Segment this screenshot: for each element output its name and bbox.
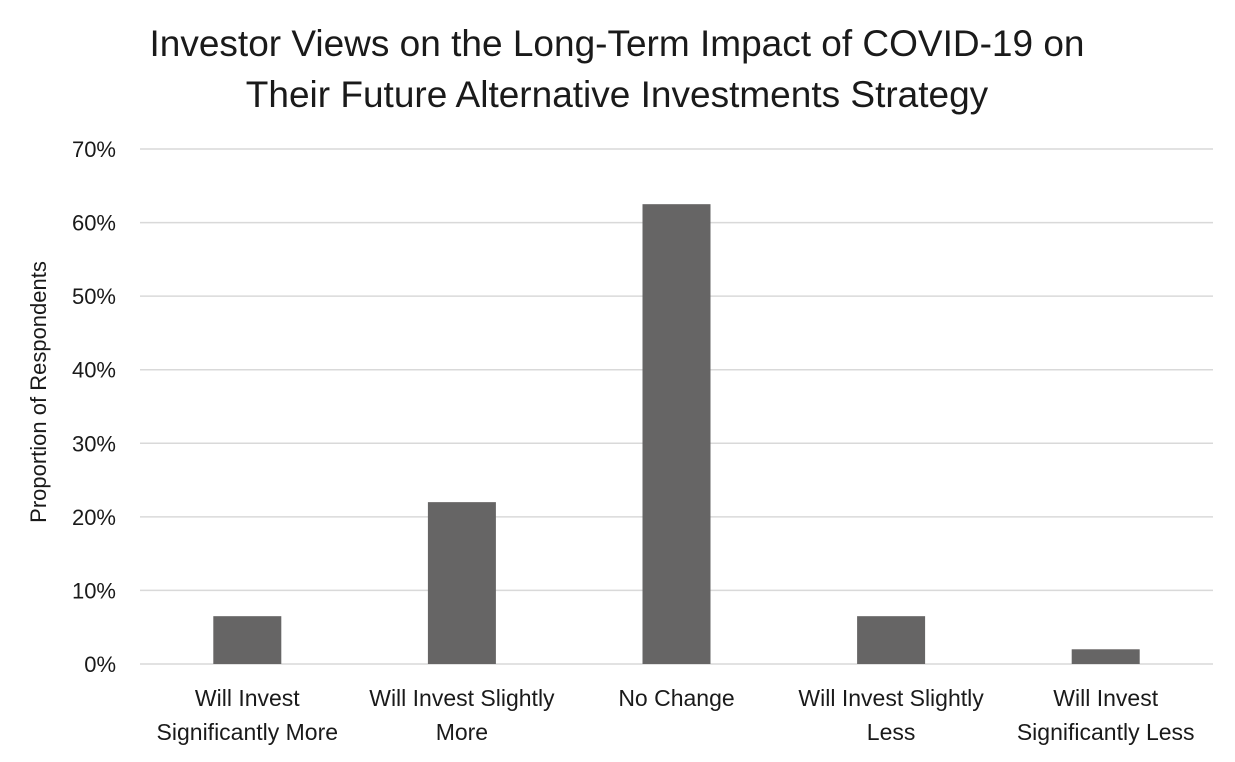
y-tick-label: 70% bbox=[72, 137, 116, 162]
x-category-label: No Change bbox=[618, 685, 734, 711]
y-tick-label: 10% bbox=[72, 578, 116, 603]
chart-title-line: Their Future Alternative Investments Str… bbox=[246, 74, 989, 115]
y-tick-label: 0% bbox=[84, 652, 116, 677]
chart-title-line: Investor Views on the Long-Term Impact o… bbox=[149, 23, 1084, 64]
x-category-label: Significantly Less bbox=[1017, 719, 1195, 745]
bar bbox=[857, 616, 926, 664]
x-category-label: Significantly More bbox=[157, 719, 339, 745]
x-axis-categories: Will Invest Significantly More Will Invest… bbox=[157, 685, 1195, 745]
y-tick-label: 50% bbox=[72, 284, 116, 309]
y-axis-ticks: 0% 10% 20% 30% 40% 50% 60% 70% bbox=[72, 137, 116, 677]
bar bbox=[1071, 649, 1140, 664]
x-category-label: Will Invest Slightly bbox=[798, 685, 984, 711]
x-category-label: Less bbox=[867, 719, 916, 745]
y-tick-label: 40% bbox=[72, 358, 116, 383]
x-category-label: Will Invest bbox=[195, 685, 300, 711]
y-tick-label: 60% bbox=[72, 211, 116, 236]
bar bbox=[213, 616, 282, 664]
chart-title: Investor Views on the Long-Term Impact o… bbox=[149, 23, 1084, 115]
y-tick-label: 20% bbox=[72, 505, 116, 530]
y-axis-title: Proportion of Respondents bbox=[26, 261, 51, 523]
x-category-label: Will Invest Slightly bbox=[369, 685, 555, 711]
bars bbox=[213, 204, 1140, 664]
x-category-label: Will Invest bbox=[1053, 685, 1158, 711]
y-tick-label: 30% bbox=[72, 431, 116, 456]
x-category-label: More bbox=[436, 719, 488, 745]
bar bbox=[427, 502, 496, 664]
bar bbox=[642, 204, 711, 664]
